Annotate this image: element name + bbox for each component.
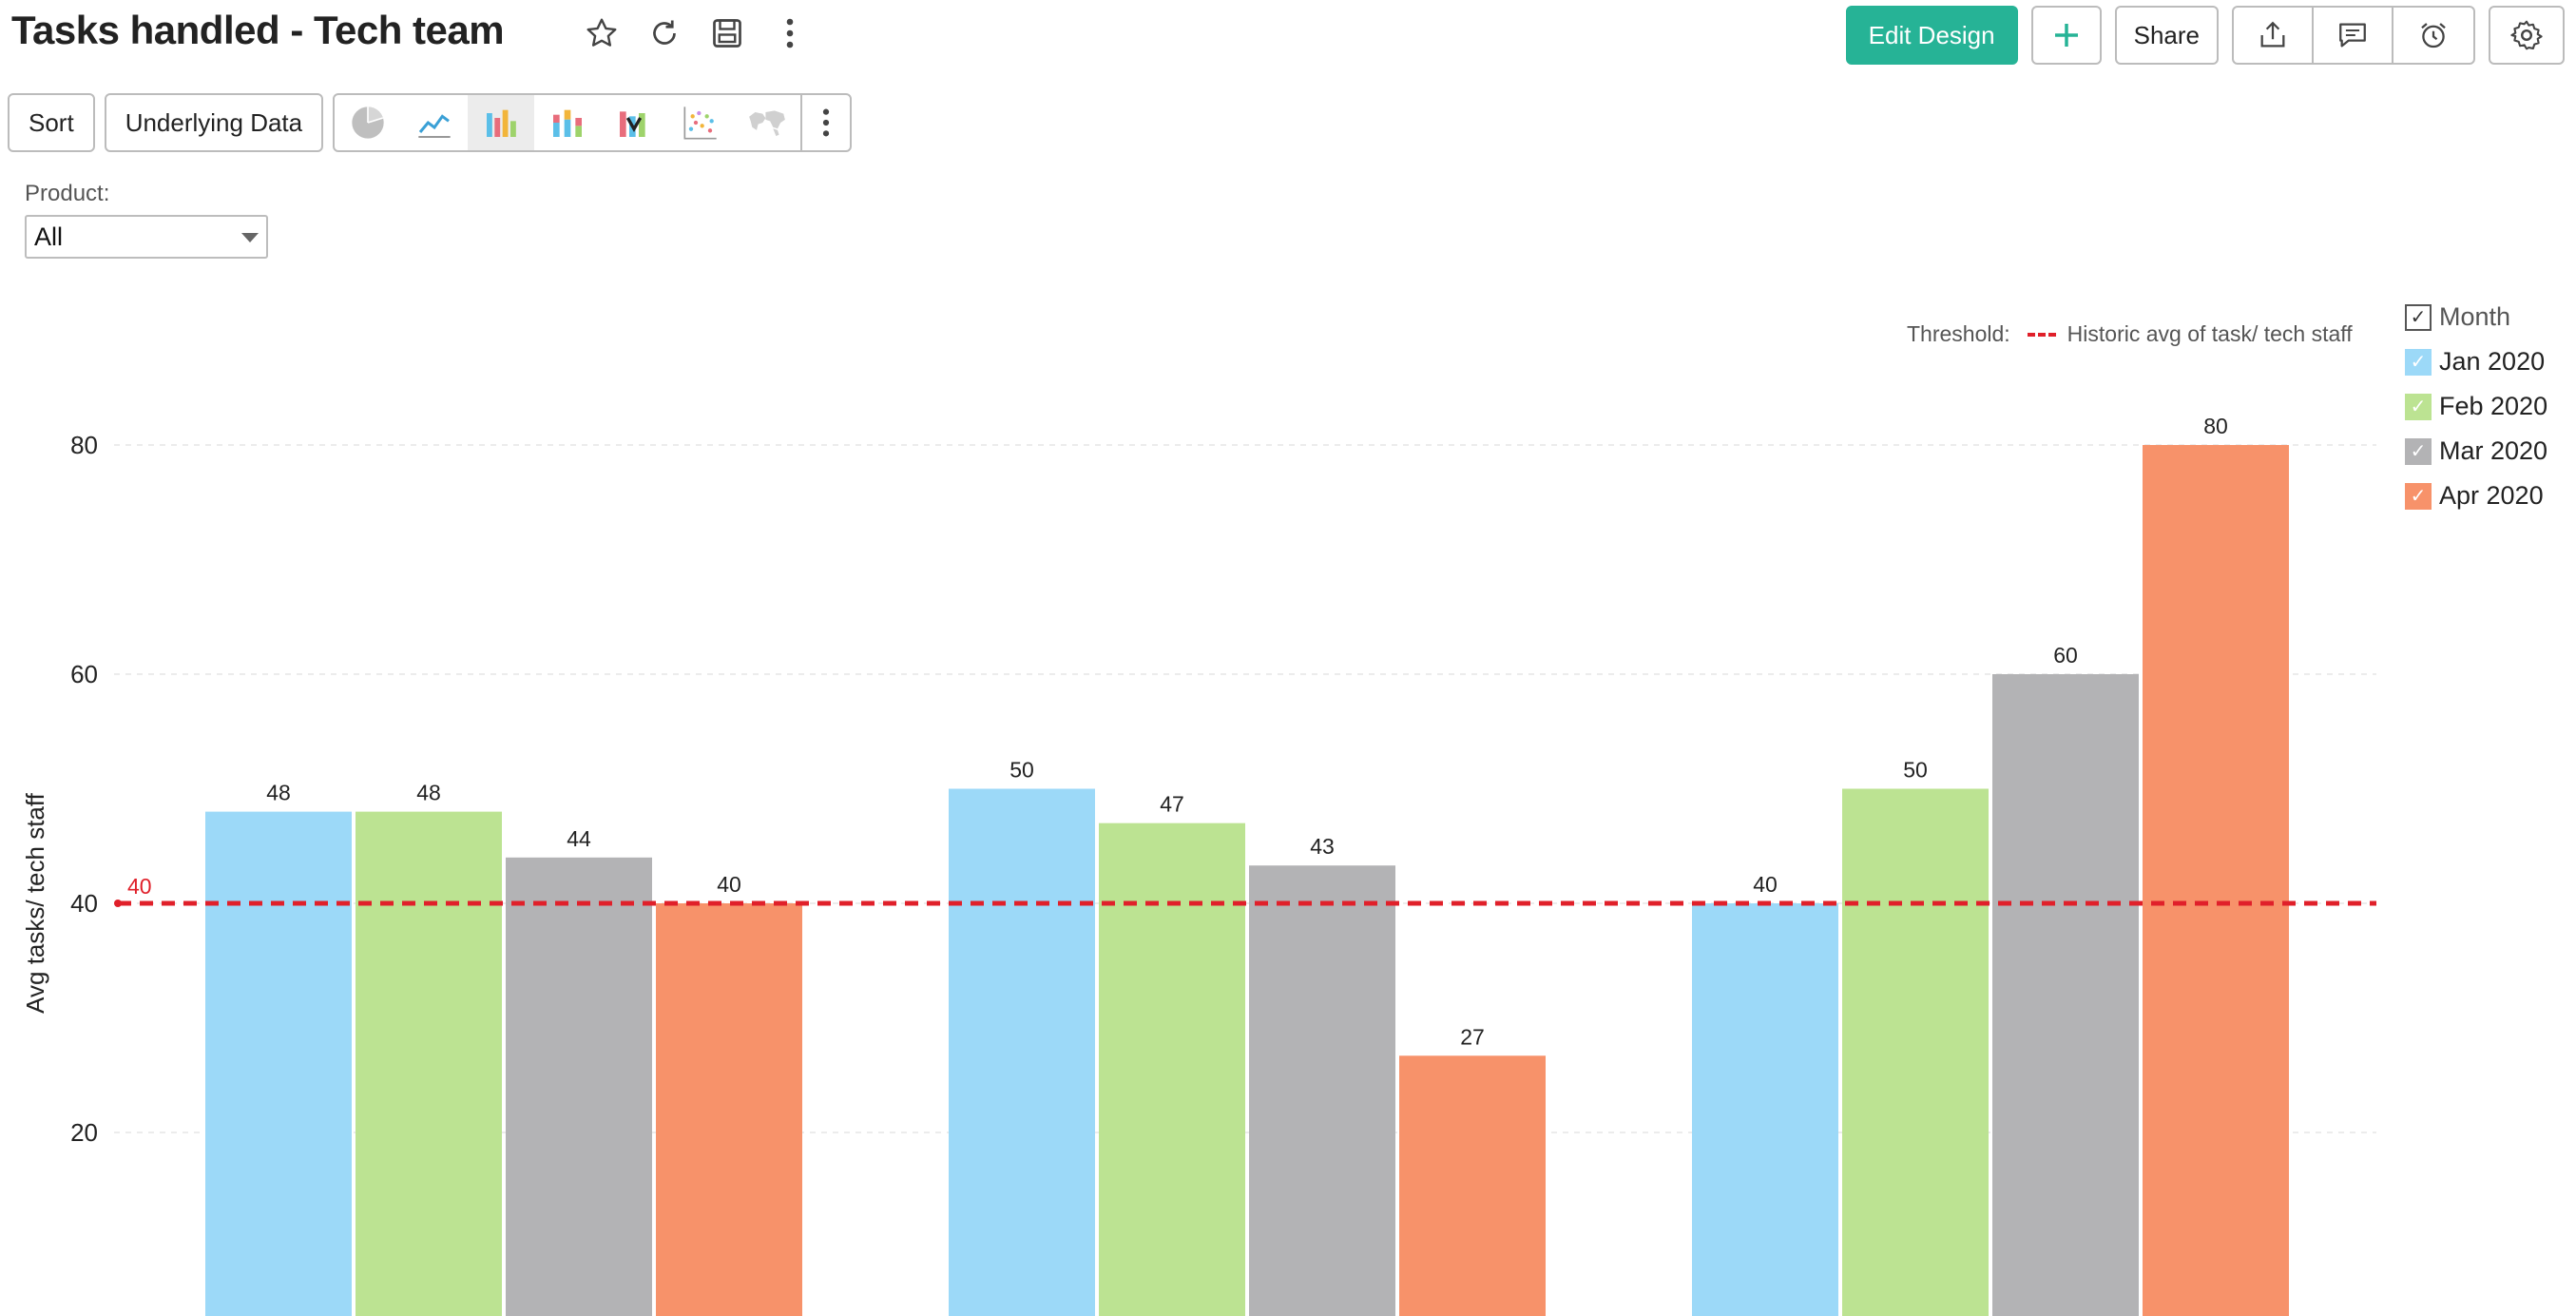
legend-item[interactable]: ✓ Apr 2020 bbox=[2405, 481, 2547, 511]
legend-item[interactable]: ✓ Jan 2020 bbox=[2405, 347, 2547, 377]
settings-button[interactable] bbox=[2489, 6, 2565, 65]
sort-button[interactable]: Sort bbox=[8, 93, 95, 152]
more-vertical-icon bbox=[823, 108, 830, 137]
bar-value-label: 40 bbox=[1753, 872, 1778, 897]
y-tick-label: 40 bbox=[70, 889, 98, 918]
export-icon bbox=[2260, 21, 2285, 48]
bar bbox=[656, 903, 802, 1316]
chart-type-line[interactable] bbox=[401, 95, 468, 150]
star-icon[interactable] bbox=[580, 11, 624, 55]
bar-value-label: 80 bbox=[2203, 414, 2228, 438]
header-actions: Edit Design Share bbox=[1845, 6, 2565, 65]
chart-type-map[interactable] bbox=[734, 95, 800, 150]
title-actions bbox=[580, 11, 812, 55]
scatter-chart-icon bbox=[683, 106, 717, 140]
legend-item[interactable]: ✓ Feb 2020 bbox=[2405, 392, 2547, 421]
world-map-icon bbox=[749, 110, 785, 137]
checkbox-icon: ✓ bbox=[2405, 303, 2432, 331]
share-button[interactable]: Share bbox=[2114, 6, 2219, 65]
chart-type-switcher bbox=[333, 93, 853, 152]
bar bbox=[1099, 822, 1245, 1316]
plus-icon bbox=[2054, 24, 2078, 47]
threshold-value-label: 40 bbox=[127, 874, 152, 899]
product-filter-value: All bbox=[34, 222, 64, 251]
bar bbox=[205, 811, 352, 1316]
drill-down-icon bbox=[620, 111, 645, 137]
y-axis-title: Avg tasks/ tech staff bbox=[21, 792, 49, 1013]
product-filter-label: Product: bbox=[25, 181, 110, 206]
bar-chart-icon bbox=[487, 109, 516, 137]
bar bbox=[1249, 865, 1395, 1316]
bar bbox=[1842, 788, 1989, 1316]
add-button[interactable] bbox=[2030, 6, 2102, 65]
y-tick-label: 60 bbox=[70, 660, 98, 688]
chevron-down-icon bbox=[241, 233, 259, 242]
bar bbox=[356, 811, 502, 1316]
legend-title: Month bbox=[2439, 302, 2511, 331]
bar bbox=[2143, 445, 2289, 1316]
bar-value-label: 50 bbox=[1903, 758, 1928, 783]
refresh-icon[interactable] bbox=[643, 11, 686, 55]
threshold-legend: Threshold: Historic avg of task/ tech st… bbox=[1907, 321, 2353, 347]
legend-item-label: Feb 2020 bbox=[2439, 392, 2548, 420]
pie-chart-icon bbox=[352, 106, 384, 139]
threshold-dash-icon bbox=[2027, 332, 2056, 337]
edit-design-button[interactable]: Edit Design bbox=[1845, 6, 2018, 65]
more-vertical-icon[interactable] bbox=[768, 11, 812, 55]
chart-type-bar[interactable] bbox=[468, 95, 535, 150]
chart-type-stacked-bar[interactable] bbox=[534, 95, 601, 150]
gear-icon bbox=[2510, 20, 2543, 50]
bar bbox=[1992, 674, 2139, 1316]
bar-value-label: 48 bbox=[416, 781, 441, 805]
bar-value-label: 50 bbox=[1009, 758, 1034, 783]
threshold-label: Threshold: bbox=[1907, 321, 2010, 346]
bar bbox=[949, 788, 1095, 1316]
bar-value-label: 40 bbox=[717, 872, 741, 897]
chart-type-pie[interactable] bbox=[335, 95, 401, 150]
chart-legend: ✓ Month ✓ Jan 2020 ✓ Feb 2020 ✓ Mar 2020 ✓ Apr … bbox=[2405, 302, 2547, 526]
chart-toolbar: Sort Underlying Data bbox=[8, 93, 853, 152]
bar-value-label: 60 bbox=[2053, 643, 2078, 668]
bar-value-label: 48 bbox=[266, 781, 291, 805]
legend-title-toggle[interactable]: ✓ Month bbox=[2405, 302, 2547, 332]
checkbox-icon: ✓ bbox=[2405, 482, 2432, 510]
comment-icon bbox=[2339, 23, 2366, 48]
threshold-name: Historic avg of task/ tech staff bbox=[2067, 321, 2353, 346]
bar-value-label: 43 bbox=[1310, 834, 1335, 859]
schedule-button[interactable] bbox=[2393, 8, 2473, 63]
checkbox-icon: ✓ bbox=[2405, 393, 2432, 420]
legend-item-label: Mar 2020 bbox=[2439, 436, 2548, 465]
stacked-bar-icon bbox=[553, 109, 583, 137]
save-icon[interactable] bbox=[705, 11, 749, 55]
bar bbox=[1692, 903, 1838, 1316]
report-title: Tasks handled - Tech team bbox=[11, 8, 505, 52]
alarm-clock-icon bbox=[2421, 23, 2446, 48]
bar bbox=[506, 857, 652, 1316]
chart-type-scatter[interactable] bbox=[667, 95, 734, 150]
underlying-data-button[interactable]: Underlying Data bbox=[104, 93, 324, 152]
product-filter-select[interactable]: All bbox=[25, 215, 268, 259]
y-tick-label: 20 bbox=[70, 1118, 98, 1147]
checkbox-icon: ✓ bbox=[2405, 437, 2432, 465]
bar-value-label: 27 bbox=[1460, 1024, 1485, 1049]
bar bbox=[1399, 1055, 1546, 1316]
threshold-marker bbox=[114, 900, 122, 907]
more-chart-types-button[interactable] bbox=[800, 95, 850, 150]
comment-button[interactable] bbox=[2314, 8, 2393, 63]
chart-type-drill[interactable] bbox=[601, 95, 667, 150]
y-tick-label: 80 bbox=[70, 431, 98, 459]
bar-value-label: 44 bbox=[567, 826, 591, 851]
legend-item[interactable]: ✓ Mar 2020 bbox=[2405, 436, 2547, 466]
bar-value-label: 47 bbox=[1160, 792, 1184, 817]
checkbox-icon: ✓ bbox=[2405, 348, 2432, 376]
legend-item-label: Jan 2020 bbox=[2439, 347, 2546, 376]
legend-item-label: Apr 2020 bbox=[2439, 481, 2544, 510]
action-button-group bbox=[2232, 6, 2475, 65]
line-chart-icon bbox=[418, 114, 451, 138]
export-button[interactable] bbox=[2234, 8, 2314, 63]
